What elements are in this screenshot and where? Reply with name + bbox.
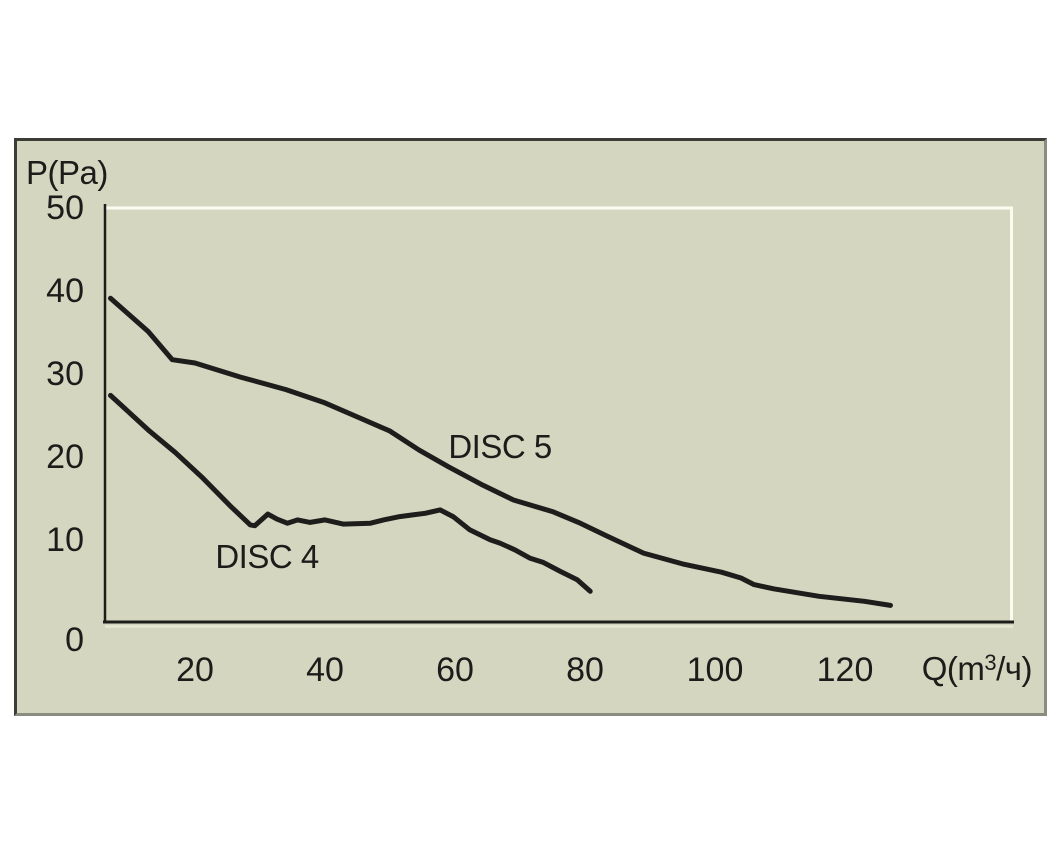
x-axis-title-suffix: /ч) xyxy=(996,650,1032,687)
x-axis-title-superscript: 3 xyxy=(984,650,997,675)
x-axis-title-prefix: Q(m xyxy=(921,650,985,687)
series-label-disc4: DISC 4 xyxy=(215,538,319,575)
y-axis-title: P(Pa) xyxy=(26,154,108,191)
series-label-disc5: DISC 5 xyxy=(448,428,552,465)
chart-panel xyxy=(14,138,1047,716)
x-axis-title: Q(m3/ч) xyxy=(820,650,1033,687)
